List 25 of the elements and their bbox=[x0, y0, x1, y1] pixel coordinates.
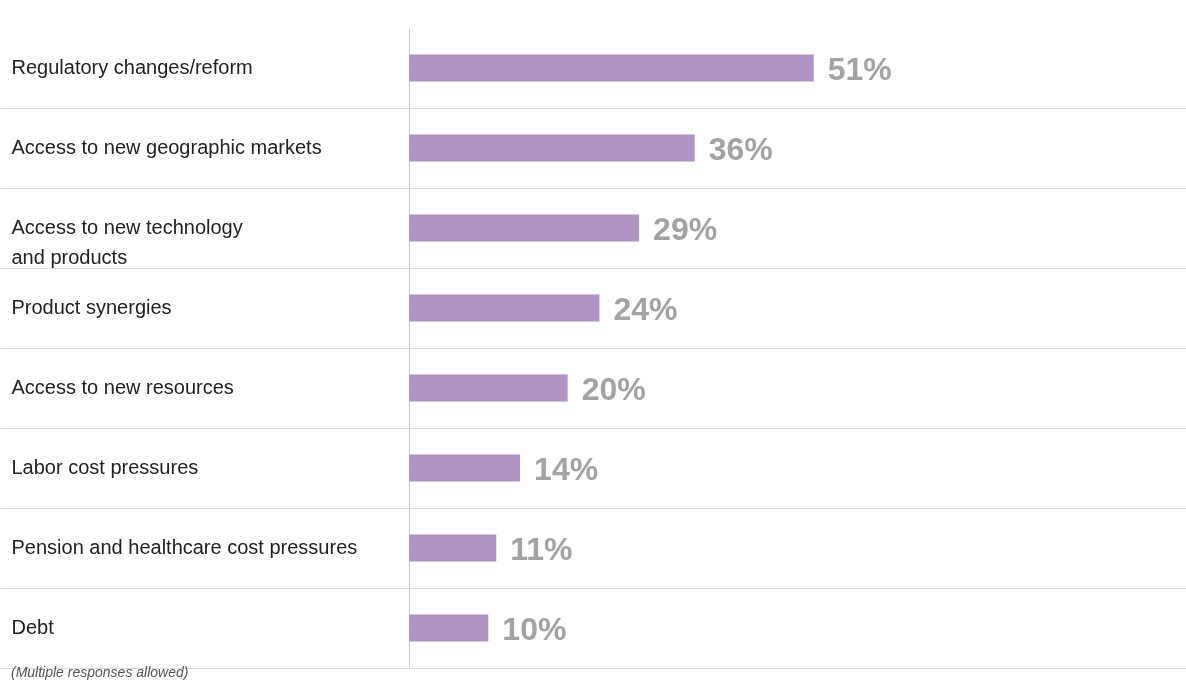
bar bbox=[409, 374, 568, 402]
data-label: 29% bbox=[653, 211, 718, 247]
text: (Multiple responses allowed) bbox=[11, 664, 189, 680]
data-label: 11% bbox=[510, 531, 573, 567]
bar bbox=[409, 294, 600, 322]
bar bbox=[409, 534, 497, 562]
data-label: 51% bbox=[827, 51, 892, 87]
bar bbox=[409, 134, 695, 162]
bar bbox=[409, 54, 814, 82]
y-tick-label: Access to new resources bbox=[11, 376, 234, 398]
data-label: 14% bbox=[534, 451, 599, 487]
data-label: 24% bbox=[613, 291, 678, 327]
bar bbox=[409, 454, 521, 482]
y-tick-label: Access to new geographic markets bbox=[11, 136, 322, 158]
data-label: 20% bbox=[581, 371, 646, 407]
y-tick-label: Debt bbox=[11, 616, 55, 638]
y-tick-label: Access to new technology and products bbox=[11, 216, 243, 268]
bar bbox=[409, 214, 640, 242]
y-tick-label: Regulatory changes/reform bbox=[11, 56, 253, 78]
y-tick-label: Pension and healthcare cost pressures bbox=[11, 536, 358, 558]
y-tick-label: Product synergies bbox=[11, 296, 172, 318]
y-tick-label: Labor cost pressures bbox=[11, 456, 199, 478]
bar bbox=[409, 614, 489, 642]
data-label: 36% bbox=[708, 131, 773, 167]
data-label: 10% bbox=[502, 611, 567, 647]
